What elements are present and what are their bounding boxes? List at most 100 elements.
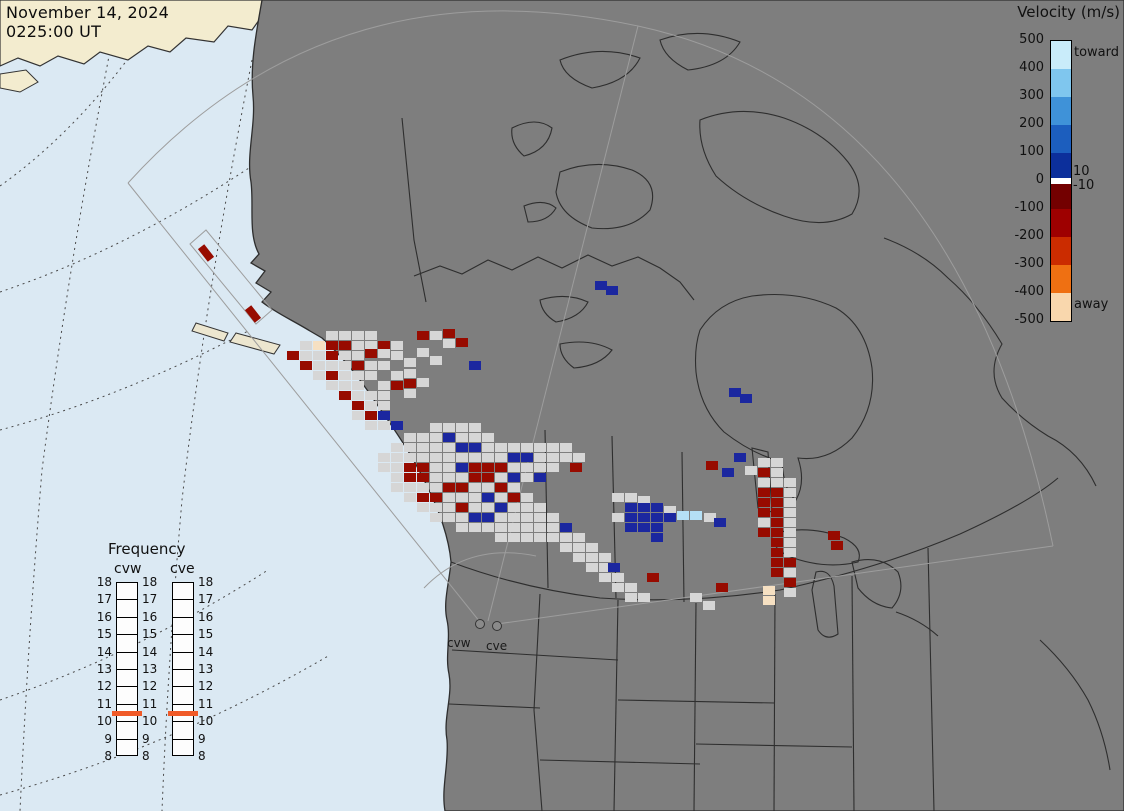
scatter-cell — [586, 543, 598, 552]
scatter-cell — [638, 503, 650, 512]
scatter-cell — [456, 483, 468, 492]
scatter-cell — [391, 473, 403, 482]
freq-tick-label: 10 — [96, 714, 112, 729]
scatter-cell — [417, 503, 429, 512]
freq-bar-cvw — [116, 582, 138, 756]
scatter-cell — [456, 503, 468, 512]
scatter-cell — [586, 563, 598, 572]
scatter-cell — [430, 513, 442, 522]
freq-tick-line — [173, 651, 193, 653]
scatter-cell — [625, 513, 637, 522]
toward-label: toward — [1074, 45, 1120, 60]
scatter-cell — [758, 458, 770, 467]
scatter-cell — [771, 508, 783, 517]
scatter-cell — [521, 463, 533, 472]
scatter-cell — [469, 443, 481, 452]
scatter-cell — [456, 493, 468, 502]
scatter-cell — [534, 473, 546, 482]
scatter-cell — [608, 563, 620, 572]
scatter-cell — [378, 421, 390, 430]
velocity-segment — [1051, 153, 1071, 179]
scatter-cell — [690, 593, 702, 602]
scatter-cell — [784, 518, 796, 527]
scatter-cell — [784, 498, 796, 507]
scatter-cell — [391, 443, 403, 452]
scatter-cell — [404, 433, 416, 442]
scatter-cell — [495, 493, 507, 502]
scatter-cell — [339, 361, 351, 370]
scatter-cell — [469, 513, 481, 522]
scatter-cell — [417, 443, 429, 452]
scatter-cell — [570, 463, 582, 472]
scatter-cell — [722, 468, 734, 477]
scatter-cell — [339, 341, 351, 350]
scatter-cell — [482, 473, 494, 482]
scatter-cell — [391, 381, 403, 390]
scatter-cell — [534, 463, 546, 472]
freq-tick-label: 10 — [142, 714, 158, 729]
scatter-cell — [784, 478, 796, 487]
scatter-cell — [586, 553, 598, 562]
scatter-cell — [784, 588, 796, 597]
scatter-cell — [784, 488, 796, 497]
scatter-cell — [365, 331, 377, 340]
scatter-cell — [521, 473, 533, 482]
scatter-cell — [365, 391, 377, 400]
scatter-cell — [729, 388, 741, 397]
scatter-cell — [417, 453, 429, 462]
scatter-cell — [404, 369, 416, 378]
scatter-cell — [456, 453, 468, 462]
scatter-cell — [664, 513, 676, 522]
velocity-tick-label: -300 — [1014, 256, 1044, 271]
scatter-cell — [771, 458, 783, 467]
scatter-cell — [378, 463, 390, 472]
frequency-legend-title: Frequency — [108, 540, 186, 558]
freq-tick-label: 13 — [198, 662, 214, 676]
scatter-cell — [495, 453, 507, 462]
freq-tick-label: 16 — [96, 609, 112, 624]
freq-tick-label: 8 — [198, 749, 206, 763]
scatter-cell — [404, 443, 416, 452]
scatter-cell — [378, 401, 390, 410]
scatter-cell — [469, 463, 481, 472]
scatter-cell — [391, 463, 403, 472]
scatter-cell — [612, 513, 624, 522]
scatter-cell — [771, 498, 783, 507]
scatter-cell — [521, 503, 533, 512]
scatter-cell — [508, 473, 520, 482]
scatter-cell — [339, 381, 351, 390]
scatter-cell — [560, 543, 572, 552]
scatter-cell — [443, 423, 455, 432]
scatter-cell — [430, 443, 442, 452]
scatter-cell — [647, 573, 659, 582]
scatter-cell — [326, 341, 338, 350]
scatter-cell — [430, 483, 442, 492]
velocity-segment — [1051, 125, 1071, 153]
freq-tick-line — [173, 599, 193, 601]
velocity-segment — [1051, 183, 1071, 209]
scatter-cell — [313, 341, 325, 350]
scatter-cell — [625, 493, 637, 502]
scatter-cell — [378, 349, 390, 358]
freq-tick-label: 15 — [198, 627, 214, 642]
scatter-cell — [714, 518, 726, 527]
scatter-cell — [378, 391, 390, 400]
scatter-cell — [771, 528, 783, 537]
freq-tick-line — [173, 669, 193, 670]
scatter-cell — [521, 453, 533, 462]
scatter-cell — [521, 443, 533, 452]
freq-tick-line — [173, 703, 193, 705]
scatter-cell — [469, 493, 481, 502]
scatter-cell — [784, 528, 796, 537]
scatter-cell — [443, 493, 455, 502]
scatter-cell — [612, 493, 624, 502]
scatter-cell — [469, 453, 481, 462]
freq-tick-label: 9 — [198, 731, 206, 746]
scatter-cell — [469, 503, 481, 512]
scatter-cell — [651, 503, 663, 512]
scatter-cell — [339, 371, 351, 380]
scatter-cell — [430, 331, 442, 340]
scatter-cell — [417, 473, 429, 482]
scatter-cell — [771, 558, 783, 567]
scatter-cell — [521, 533, 533, 542]
